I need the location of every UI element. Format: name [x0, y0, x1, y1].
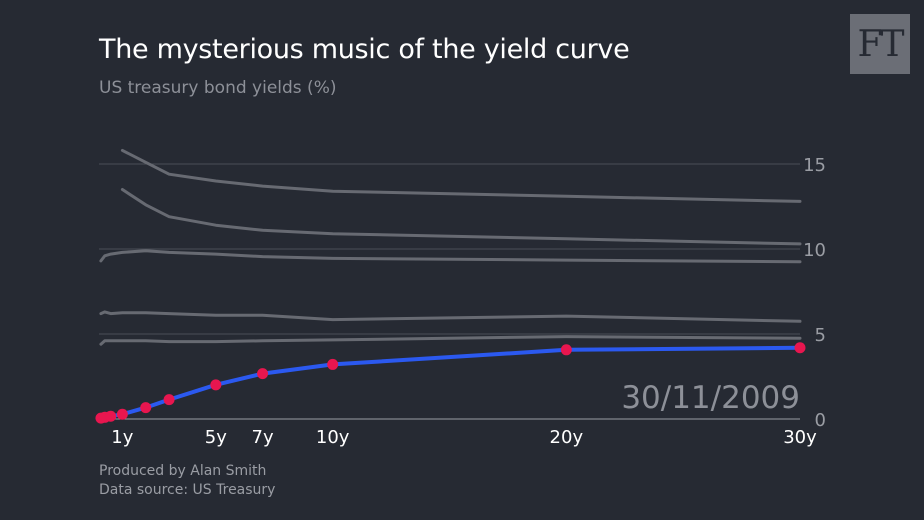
yield-point [257, 368, 269, 380]
yield-point [140, 402, 152, 414]
x-tick-label: 10y [316, 427, 350, 448]
date-label: 30/11/2009 [621, 380, 800, 416]
y-tick-label: 15 [803, 155, 826, 176]
credit-line: Produced by Alan Smith [99, 463, 267, 479]
x-tick-label: 5y [205, 427, 227, 448]
x-tick-label: 7y [252, 427, 274, 448]
source-line: Data source: US Treasury [99, 482, 276, 498]
ft-logo: FT [850, 14, 910, 74]
chart-subtitle: US treasury bond yields (%) [99, 78, 337, 98]
x-tick-label: 1y [111, 427, 133, 448]
axis-labels: 0 5 10 15 1y 5y 7y 10y 20y 30y [111, 155, 826, 448]
history-curve-1 [99, 310, 802, 323]
yield-point [794, 342, 806, 354]
y-tick-label: 10 [803, 240, 826, 261]
history-lines [99, 148, 802, 346]
history-curve-0 [99, 335, 802, 346]
x-tick-label: 20y [550, 427, 584, 448]
y-tick-label: 5 [815, 325, 826, 346]
current-curve [95, 342, 806, 424]
chart-title: The mysterious music of the yield curve [99, 34, 630, 65]
yield-point [210, 379, 222, 391]
x-tick-label: 30y [783, 427, 817, 448]
history-curve-2 [99, 249, 802, 264]
yield-point [163, 394, 175, 406]
grid-lines [99, 163, 800, 420]
yield-point [105, 410, 117, 422]
yield-point [560, 344, 572, 356]
yield-point [327, 358, 339, 370]
history-curve-3 [120, 188, 802, 246]
history-curve-4 [120, 148, 802, 203]
yield-point [116, 408, 128, 420]
y-tick-label: 0 [815, 410, 826, 431]
footer: Produced by Alan Smith Data source: US T… [99, 462, 275, 500]
